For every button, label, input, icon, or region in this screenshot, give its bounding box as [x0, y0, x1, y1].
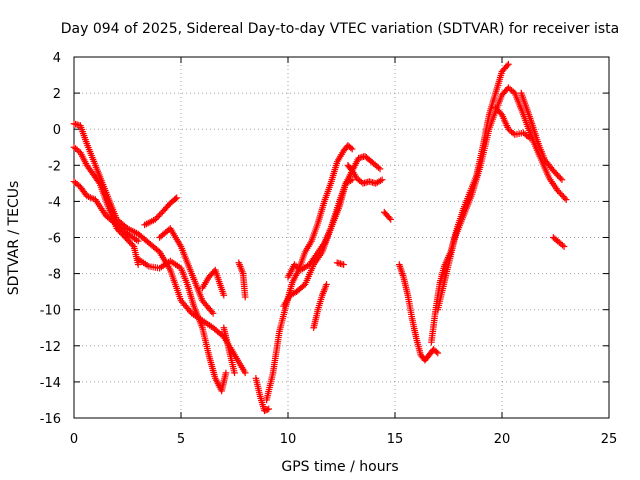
y-tick-label: -2 — [48, 159, 61, 174]
data-point — [241, 369, 249, 377]
data-point — [555, 173, 563, 181]
data-point — [503, 62, 511, 69]
data-point — [526, 134, 534, 142]
data-points — [70, 60, 570, 415]
data-point — [550, 167, 557, 175]
series-track-4 — [141, 194, 181, 229]
data-point — [557, 174, 564, 182]
data-point — [122, 229, 130, 236]
data-point — [347, 144, 355, 152]
data-point — [124, 237, 132, 244]
data-point — [555, 188, 563, 196]
y-tick-label: -8 — [48, 268, 61, 283]
data-point — [261, 407, 268, 415]
series-track-6 — [156, 225, 217, 317]
data-point — [241, 293, 249, 301]
data-point — [551, 168, 559, 176]
data-point — [122, 234, 129, 241]
data-point — [265, 405, 273, 413]
data-point — [264, 406, 271, 413]
y-tick-label: -14 — [40, 376, 61, 391]
series-track-15 — [344, 162, 386, 187]
data-point — [231, 369, 238, 377]
data-point — [376, 165, 384, 173]
series-track-2 — [70, 143, 142, 268]
data-point — [172, 195, 179, 202]
data-point — [156, 211, 163, 219]
data-point — [154, 213, 162, 220]
y-tick-label: 4 — [53, 51, 61, 66]
data-point — [387, 216, 395, 223]
data-point — [209, 310, 217, 317]
data-point — [222, 369, 230, 377]
data-point — [129, 241, 136, 249]
chart-title: Day 094 of 2025, Sidereal Day-to-day VTE… — [61, 21, 619, 37]
data-point — [434, 349, 442, 357]
x-tick-label: 15 — [387, 432, 404, 447]
x-tick-label: 5 — [177, 432, 185, 447]
data-point — [378, 176, 386, 184]
data-point — [157, 210, 165, 217]
y-tick-label: -6 — [48, 232, 61, 247]
data-point — [554, 171, 561, 179]
data-point — [562, 196, 570, 203]
data-point — [152, 216, 159, 223]
y-tick-label: -12 — [40, 340, 61, 355]
series-track-18 — [395, 261, 442, 364]
data-point — [348, 145, 356, 153]
y-tick-label: 2 — [53, 87, 61, 102]
series-track-8 — [220, 324, 238, 377]
data-point — [552, 170, 560, 178]
data-point — [505, 60, 512, 68]
series-track-10 — [252, 374, 273, 415]
series-track-14 — [310, 281, 330, 332]
series-track-17 — [381, 208, 395, 223]
y-axis-label: SDTVAR / TECUs — [6, 181, 22, 296]
data-point — [558, 191, 566, 199]
data-point — [340, 261, 347, 268]
x-tick-label: 25 — [601, 432, 618, 447]
series-track-21 — [492, 104, 534, 142]
series-track-7 — [199, 266, 228, 299]
data-point — [95, 178, 102, 186]
data-point — [560, 243, 568, 250]
data-point — [262, 406, 270, 414]
data-point — [208, 308, 216, 316]
series-track-23 — [550, 234, 568, 250]
y-tick-label: -16 — [40, 412, 61, 427]
data-point — [554, 187, 561, 194]
series-track-22 — [517, 89, 566, 184]
series-track-9 — [235, 259, 249, 301]
series-track-5 — [134, 255, 230, 395]
series-track-3 — [70, 178, 142, 245]
data-point — [134, 237, 142, 245]
data-point — [558, 176, 566, 184]
y-tick-label: 0 — [53, 123, 61, 138]
x-tick-label: 20 — [494, 432, 511, 447]
data-point — [386, 214, 393, 222]
data-point — [153, 214, 161, 222]
data-point — [433, 348, 440, 356]
x-tick-label: 0 — [70, 432, 78, 447]
x-axis-label: GPS time / hours — [281, 459, 398, 475]
y-tick-label: -10 — [40, 304, 61, 319]
series-track-16 — [333, 259, 347, 268]
x-tick-label: 10 — [280, 432, 297, 447]
data-point — [126, 238, 133, 246]
series-track-20 — [434, 84, 570, 313]
y-tick-label: -4 — [48, 195, 61, 210]
data-point — [220, 291, 228, 299]
data-point — [173, 194, 181, 202]
data-point — [323, 281, 330, 288]
series-track-1 — [70, 120, 249, 377]
axis-ticks: 0 5 10 15 20 25 -16 -14 -12 -10 -8 -6 -4 -2 0 2 4 — [40, 51, 618, 447]
series-track-13 — [284, 152, 384, 281]
data-point — [311, 253, 319, 261]
data-point — [561, 194, 569, 202]
data-point — [127, 240, 135, 247]
data-point — [560, 193, 567, 200]
data-point — [123, 235, 131, 243]
data-point — [557, 190, 564, 197]
